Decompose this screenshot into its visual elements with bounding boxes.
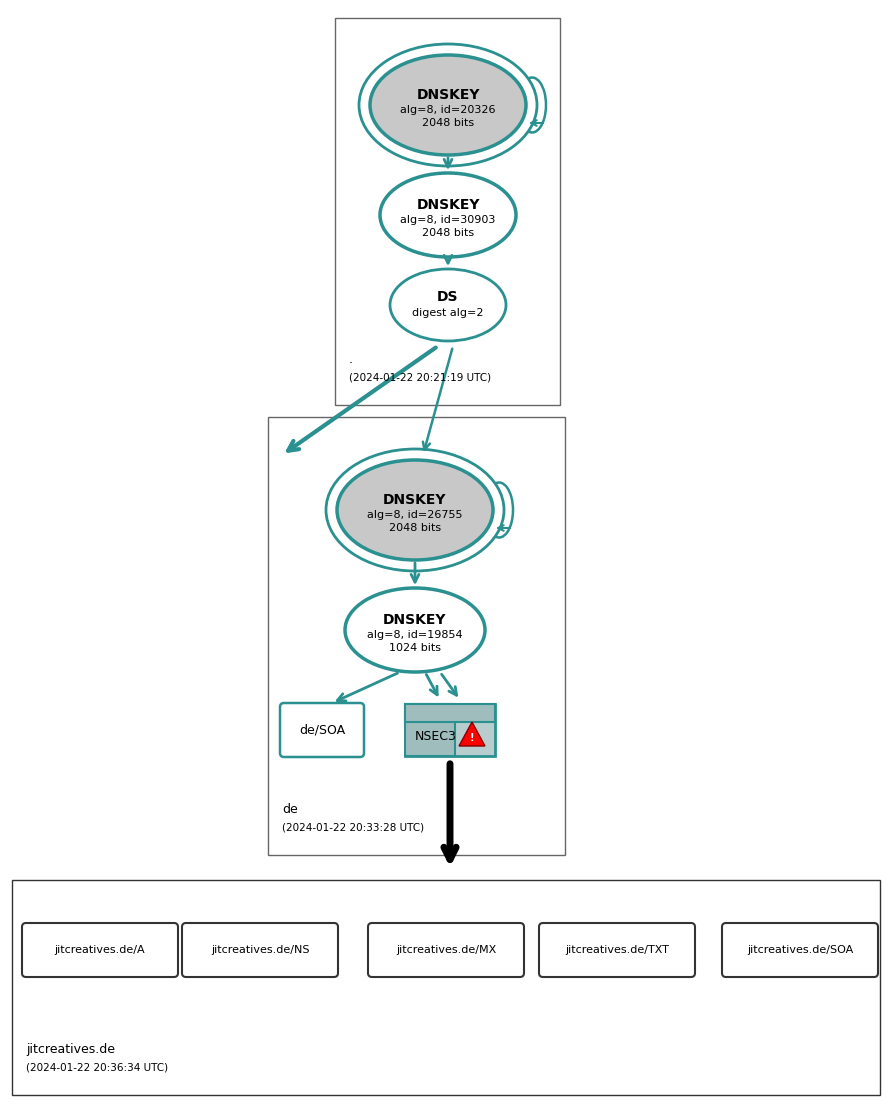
Text: jitcreatives.de/MX: jitcreatives.de/MX — [396, 945, 496, 955]
Text: jitcreatives.de/NS: jitcreatives.de/NS — [211, 945, 309, 955]
FancyBboxPatch shape — [405, 704, 495, 756]
Text: jitcreatives.de: jitcreatives.de — [26, 1043, 115, 1056]
Ellipse shape — [380, 173, 516, 257]
Text: DNSKEY: DNSKEY — [417, 198, 479, 212]
Text: jitcreatives.de/A: jitcreatives.de/A — [55, 945, 145, 955]
FancyBboxPatch shape — [268, 417, 565, 855]
FancyBboxPatch shape — [280, 703, 364, 757]
Text: DNSKEY: DNSKEY — [417, 88, 479, 102]
Text: DS: DS — [437, 290, 459, 304]
Text: de: de — [282, 803, 297, 817]
Text: jitcreatives.de/TXT: jitcreatives.de/TXT — [565, 945, 669, 955]
Ellipse shape — [390, 269, 506, 341]
Text: 2048 bits: 2048 bits — [422, 228, 474, 238]
Text: DNSKEY: DNSKEY — [383, 493, 447, 507]
Ellipse shape — [345, 588, 485, 672]
Text: !: ! — [470, 733, 474, 743]
Text: digest alg=2: digest alg=2 — [412, 308, 484, 318]
Text: alg=8, id=19854: alg=8, id=19854 — [367, 630, 463, 640]
FancyBboxPatch shape — [405, 704, 495, 723]
Text: jitcreatives.de/SOA: jitcreatives.de/SOA — [747, 945, 853, 955]
Text: 1024 bits: 1024 bits — [389, 643, 441, 653]
Ellipse shape — [337, 460, 493, 560]
FancyBboxPatch shape — [22, 923, 178, 977]
Text: alg=8, id=20326: alg=8, id=20326 — [401, 105, 495, 115]
Ellipse shape — [370, 55, 526, 155]
Text: alg=8, id=30903: alg=8, id=30903 — [401, 214, 495, 225]
FancyBboxPatch shape — [539, 923, 695, 977]
Text: (2024-01-22 20:36:34 UTC): (2024-01-22 20:36:34 UTC) — [26, 1063, 168, 1073]
FancyBboxPatch shape — [182, 923, 338, 977]
Text: 2048 bits: 2048 bits — [422, 118, 474, 128]
Text: (2024-01-22 20:33:28 UTC): (2024-01-22 20:33:28 UTC) — [282, 823, 424, 833]
Text: NSEC3: NSEC3 — [415, 729, 457, 743]
Text: (2024-01-22 20:21:19 UTC): (2024-01-22 20:21:19 UTC) — [349, 373, 491, 383]
Polygon shape — [459, 722, 485, 746]
Text: de/SOA: de/SOA — [299, 724, 345, 736]
Text: .: . — [349, 353, 353, 366]
FancyBboxPatch shape — [368, 923, 524, 977]
FancyBboxPatch shape — [405, 704, 454, 756]
FancyBboxPatch shape — [722, 923, 878, 977]
Text: alg=8, id=26755: alg=8, id=26755 — [367, 510, 462, 521]
FancyBboxPatch shape — [335, 18, 560, 405]
Text: DNSKEY: DNSKEY — [383, 613, 447, 627]
FancyBboxPatch shape — [12, 880, 880, 1095]
Text: 2048 bits: 2048 bits — [389, 523, 441, 533]
